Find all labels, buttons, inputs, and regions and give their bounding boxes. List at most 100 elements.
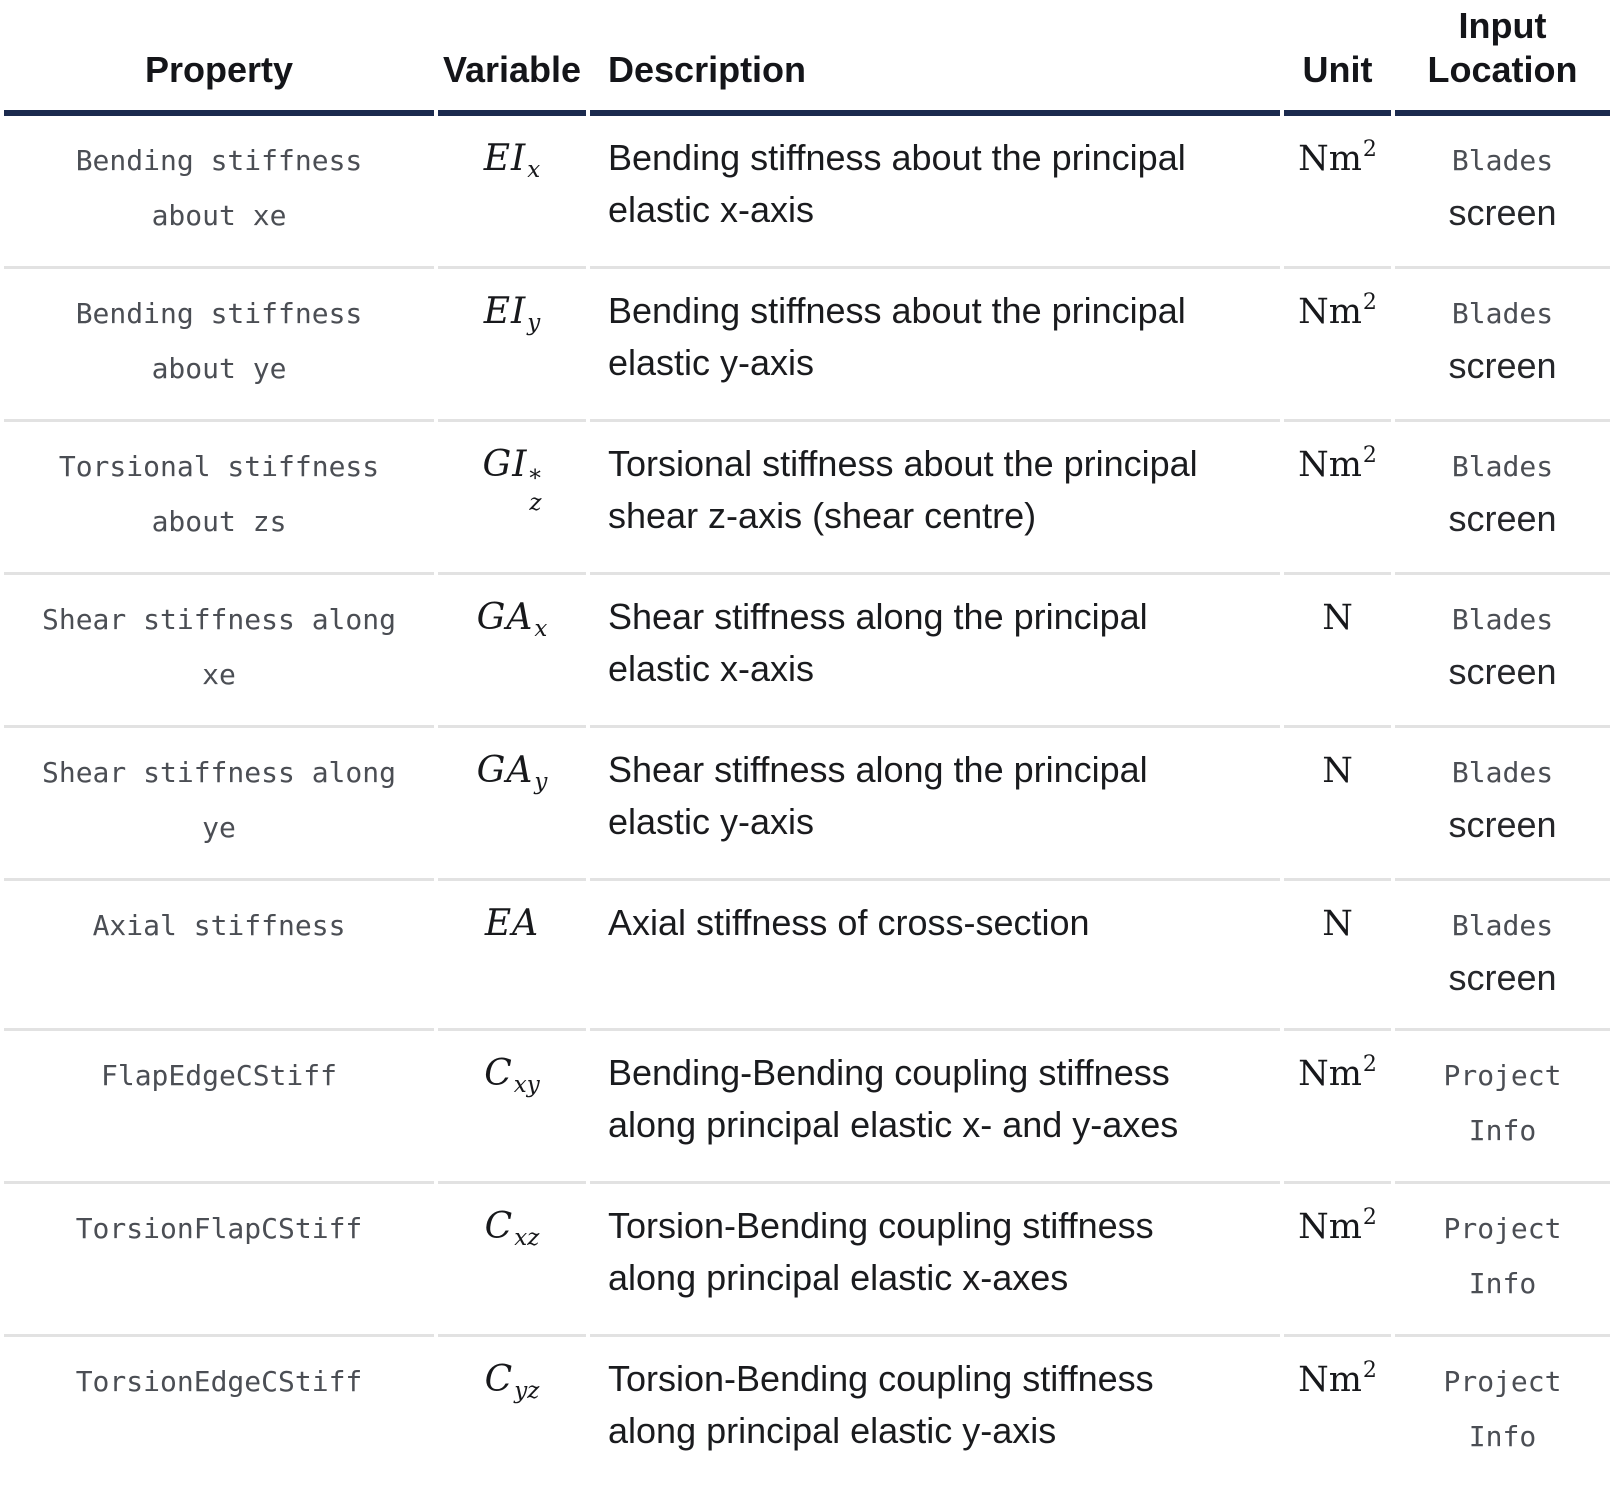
unit-superscript: 2: [1362, 290, 1377, 316]
variable-math: Cxy: [484, 1053, 540, 1096]
variable-subscript: xy: [513, 1071, 540, 1098]
description-cell: Bending stiffness about the principal el…: [590, 116, 1280, 269]
variable-math: Cyz: [485, 1359, 540, 1402]
unit-math: N: [1322, 751, 1353, 791]
unit-math: Nm2: [1298, 1054, 1377, 1094]
unit-math: N: [1322, 598, 1353, 638]
variable-supsub: * z: [529, 467, 541, 515]
variable-subscript: z: [529, 490, 542, 517]
column-header-input-location: Input Location: [1395, 0, 1610, 116]
unit-cell: Nm2: [1284, 1184, 1391, 1337]
input-location-code: Blades: [1451, 450, 1554, 483]
property-code: Axial stiffness: [92, 909, 346, 942]
description-cell: Axial stiffness of cross-section: [590, 881, 1280, 1031]
unit-cell: N: [1284, 728, 1391, 881]
variable-cell: Cxy: [438, 1031, 586, 1184]
property-code: Shear stiffness along xe: [41, 603, 396, 691]
column-header-property: Property: [4, 0, 434, 116]
property-cell: Bending stiffness about xe: [4, 116, 434, 269]
property-cell: Shear stiffness along xe: [4, 575, 434, 728]
input-location-code: Project Info: [1443, 1365, 1562, 1453]
unit-superscript: 2: [1362, 1052, 1377, 1078]
variable-base: EI: [483, 291, 527, 332]
unit-base: N: [1322, 751, 1353, 791]
column-header-variable: Variable: [438, 0, 586, 116]
unit-math: Nm2: [1298, 292, 1377, 332]
variable-cell: GI * z: [438, 422, 586, 575]
unit-cell: N: [1284, 881, 1391, 1031]
table-row: Bending stiffness about ye EIy Bending s…: [4, 269, 1610, 422]
variable-subscript: yz: [514, 1377, 540, 1404]
unit-superscript: 2: [1362, 1205, 1377, 1231]
unit-base: Nm: [1298, 139, 1362, 179]
variable-cell: EA: [438, 881, 586, 1031]
variable-base: C: [484, 1053, 513, 1094]
variable-cell: EIx: [438, 116, 586, 269]
unit-cell: N: [1284, 575, 1391, 728]
unit-cell: Nm2: [1284, 1031, 1391, 1184]
input-location-code: Blades: [1451, 756, 1554, 789]
unit-base: Nm: [1298, 445, 1362, 485]
property-code: FlapEdgeCStiff: [100, 1059, 337, 1092]
description-cell: Bending stiffness about the principal el…: [590, 269, 1280, 422]
description-cell: Bending-Bending coupling stiffness along…: [590, 1031, 1280, 1184]
input-location-code: Project Info: [1443, 1212, 1562, 1300]
variable-math: Cxz: [484, 1206, 540, 1249]
unit-base: N: [1322, 904, 1353, 944]
property-cell: Torsional stiffness about zs: [4, 422, 434, 575]
variable-subscript: x: [534, 615, 548, 642]
input-location-text: screen: [1448, 192, 1557, 233]
unit-cell: Nm2: [1284, 1337, 1391, 1487]
description-cell: Torsional stiffness about the principal …: [590, 422, 1280, 575]
variable-math: GAy: [476, 750, 548, 793]
input-location-cell: Blades screen: [1395, 116, 1610, 269]
property-code: Bending stiffness about xe: [75, 144, 363, 232]
input-location-text: screen: [1448, 957, 1557, 998]
property-code: Bending stiffness about ye: [75, 297, 363, 385]
variable-subscript: y: [534, 768, 548, 795]
variable-base: C: [484, 1206, 514, 1247]
unit-base: Nm: [1298, 1054, 1362, 1094]
property-cell: Shear stiffness along ye: [4, 728, 434, 881]
variable-math: GAx: [477, 597, 548, 640]
variable-base: EI: [483, 138, 527, 179]
table-row: Shear stiffness along ye GAy Shear stiff…: [4, 728, 1610, 881]
variable-cell: GAy: [438, 728, 586, 881]
table-row: TorsionFlapCStiff Cxz Torsion-Bending co…: [4, 1184, 1610, 1337]
unit-math: Nm2: [1298, 1207, 1377, 1247]
variable-subscript: y: [527, 309, 541, 336]
variable-cell: Cxz: [438, 1184, 586, 1337]
variable-subscript: xz: [514, 1224, 540, 1251]
variable-cell: EIy: [438, 269, 586, 422]
unit-superscript: 2: [1362, 137, 1377, 163]
variable-base: GA: [476, 750, 534, 791]
input-location-cell: Project Info: [1395, 1031, 1610, 1184]
input-location-cell: Blades screen: [1395, 269, 1610, 422]
input-location-text: screen: [1448, 651, 1557, 692]
property-cell: FlapEdgeCStiff: [4, 1031, 434, 1184]
description-cell: Torsion-Bending coupling stiffness along…: [608, 1358, 1154, 1451]
property-code: TorsionEdgeCStiff: [75, 1365, 363, 1398]
variable-math: EIx: [483, 138, 540, 181]
table-row: FlapEdgeCStiff Cxy Bending-Bending coupl…: [4, 1031, 1610, 1184]
unit-cell: Nm2: [1284, 116, 1391, 269]
input-location-cell: Blades screen: [1395, 575, 1610, 728]
input-location-code: Project Info: [1443, 1059, 1562, 1147]
input-location-cell: Blades screen: [1395, 728, 1610, 881]
input-location-cell: Blades screen: [1395, 881, 1610, 1031]
variable-math: GI * z: [482, 444, 541, 516]
property-cell: TorsionFlapCStiff: [4, 1184, 434, 1337]
table-body: Bending stiffness about xe EIx Bending s…: [4, 116, 1610, 1487]
input-location-code: Blades: [1451, 909, 1554, 942]
column-header-description: Description: [590, 0, 1280, 116]
input-location-cell: Project Info: [1395, 1184, 1610, 1337]
input-location-text: screen: [1448, 345, 1557, 386]
variable-base: EA: [484, 903, 540, 944]
unit-cell: Nm2: [1284, 269, 1391, 422]
input-location-cell: Blades screen: [1395, 422, 1610, 575]
unit-math: Nm2: [1298, 1360, 1377, 1400]
input-location-text: screen: [1448, 804, 1557, 845]
variable-superscript: *: [529, 466, 541, 493]
variable-base: GI: [482, 444, 528, 485]
